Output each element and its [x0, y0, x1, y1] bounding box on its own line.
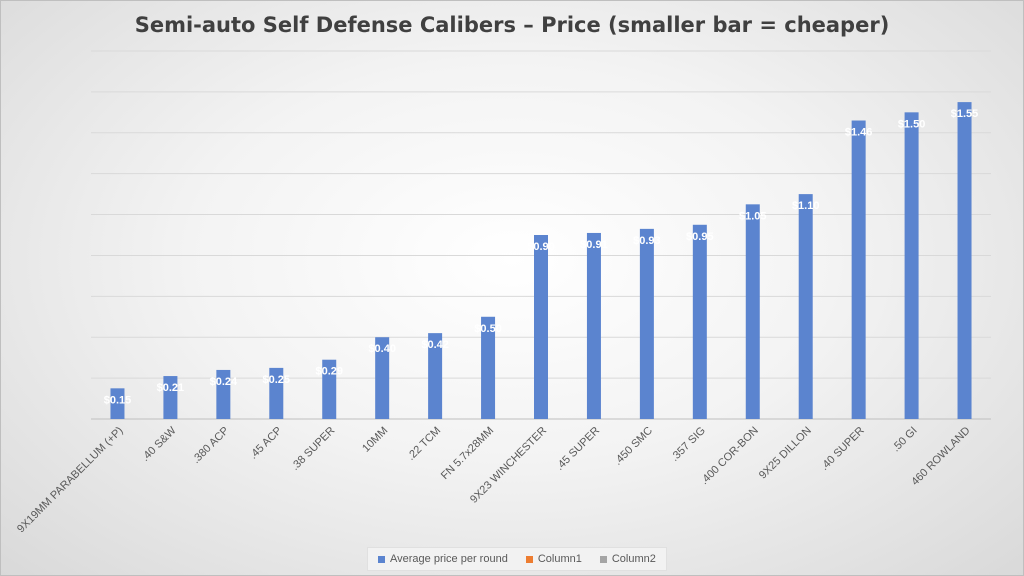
bar — [534, 235, 548, 419]
data-label: $0.29 — [315, 366, 343, 378]
legend-item-average-price: Average price per round — [378, 553, 508, 565]
data-label: $0.95 — [686, 231, 714, 243]
x-tick-label: 10MM — [360, 425, 390, 455]
x-tick-label: .38 SUPER — [289, 425, 337, 473]
x-tick-label: .400 COR-BON — [698, 425, 761, 488]
bar — [110, 388, 125, 419]
legend-label-average-price: Average price per round — [390, 553, 508, 565]
bar — [745, 204, 760, 419]
data-label: $0.93 — [633, 235, 661, 247]
data-label: $0.91 — [580, 239, 608, 251]
legend-label-column2: Column2 — [611, 553, 656, 565]
bar — [851, 120, 866, 419]
bar — [904, 112, 919, 419]
bar — [269, 367, 284, 419]
x-tick-label: FN 5.7x28MM — [439, 425, 496, 482]
x-tick-label: .40 S&W — [139, 424, 179, 464]
x-tick-label: .357 SIG — [669, 425, 708, 464]
legend-swatch-column1 — [525, 555, 533, 563]
data-label: $1.55 — [951, 108, 979, 120]
bar — [375, 337, 390, 419]
chart-title: Semi-auto Self Defense Calibers – Price … — [134, 13, 890, 37]
data-label: $1.50 — [898, 118, 926, 130]
legend-item-column1: Column1 — [525, 553, 582, 565]
legend-swatch-average-price — [378, 555, 385, 563]
x-tick-label: 460 ROWLAND — [909, 425, 972, 488]
x-tick-label: .50 GI — [890, 425, 920, 455]
data-label: $0.15 — [104, 394, 132, 406]
x-tick-label: .380 ACP — [190, 425, 231, 466]
data-label: $0.42 — [421, 339, 449, 351]
bar — [428, 333, 443, 419]
x-tick-label: .450 SMC — [612, 425, 655, 468]
data-label: $0.24 — [210, 376, 238, 388]
bar — [216, 369, 231, 419]
x-tick-label: 9X25 DILLON — [757, 425, 814, 482]
data-label: $0.90 — [527, 241, 555, 253]
data-label: $0.21 — [157, 382, 185, 394]
bar — [692, 224, 707, 419]
x-tick-label: 9X19MM PARABELLUM (+P) — [15, 425, 126, 536]
bar — [322, 359, 337, 419]
bar — [586, 232, 601, 419]
legend-swatch-column2 — [599, 555, 607, 563]
data-label: $1.46 — [845, 127, 873, 139]
bar — [639, 228, 654, 419]
x-tick-label: .22 TCM — [405, 425, 443, 463]
data-label: $0.50 — [474, 323, 502, 335]
bar — [798, 194, 813, 419]
data-label: $0.40 — [368, 343, 396, 355]
data-label: $1.10 — [792, 200, 820, 212]
bar — [957, 102, 972, 419]
data-label: $0.25 — [263, 374, 291, 386]
x-tick-label: .45 ACP — [247, 425, 284, 462]
data-label: $1.05 — [739, 210, 767, 222]
x-tick-label: .40 SUPER — [819, 425, 867, 473]
legend-item-column2: Column2 — [599, 553, 656, 565]
bar — [481, 316, 496, 419]
bar — [163, 376, 178, 419]
chart-legend: Average price per round Column1 Column2 — [367, 547, 667, 571]
legend-label-column1: Column1 — [537, 553, 582, 565]
x-tick-label: .45 SUPER — [554, 425, 602, 473]
